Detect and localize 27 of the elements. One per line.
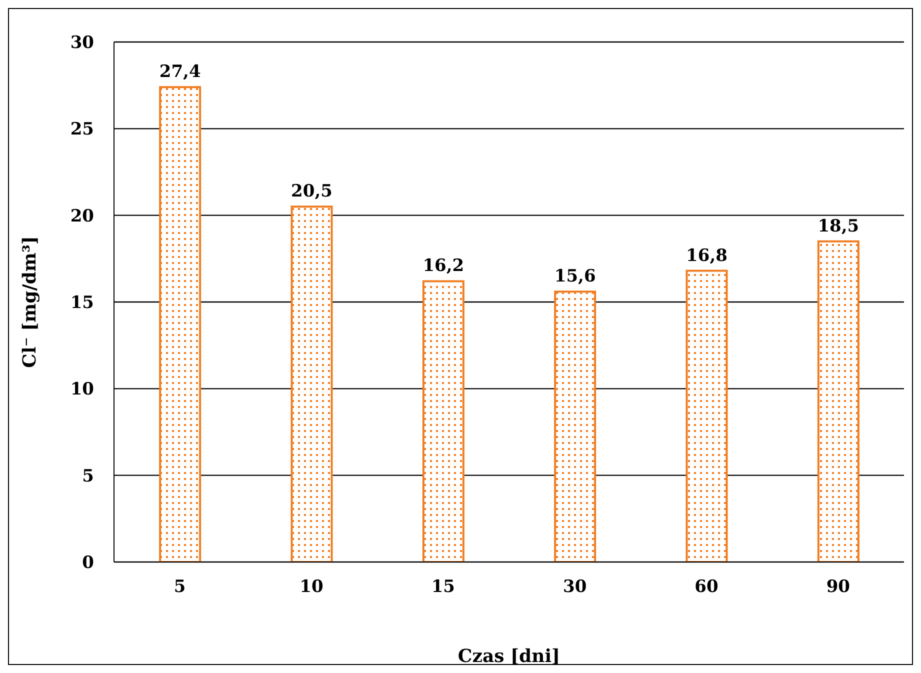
bar (290, 206, 333, 562)
data-label: 27,4 (159, 62, 201, 82)
data-label: 16,2 (422, 256, 464, 276)
x-axis-title: Czas [dni] (458, 646, 560, 667)
y-tick-label: 30 (70, 33, 94, 54)
x-tick-label: 90 (826, 577, 850, 598)
bar (422, 280, 464, 562)
bar (554, 290, 596, 562)
y-tick-label: 0 (82, 553, 94, 574)
data-label: 18,5 (818, 216, 860, 236)
x-tick-label: 10 (300, 577, 324, 598)
y-tick-label: 20 (70, 206, 94, 226)
x-tick-label: 60 (694, 577, 718, 598)
y-tick-label: 15 (70, 293, 94, 314)
y-tick-label: 25 (70, 120, 94, 140)
bar (817, 240, 860, 562)
y-tick-label: 10 (70, 380, 94, 400)
x-tick-label: 5 (174, 577, 186, 598)
bar (159, 86, 202, 562)
bar (686, 270, 728, 562)
y-axis-title: Cl⁻ [mg/dm³] (19, 236, 40, 368)
data-label: 15,6 (554, 266, 596, 287)
x-tick-label: 30 (562, 577, 587, 598)
x-tick-label: 15 (431, 577, 456, 598)
data-label: 16,8 (686, 246, 728, 266)
y-tick-label: 5 (82, 466, 94, 486)
data-label: 20,5 (291, 182, 332, 202)
